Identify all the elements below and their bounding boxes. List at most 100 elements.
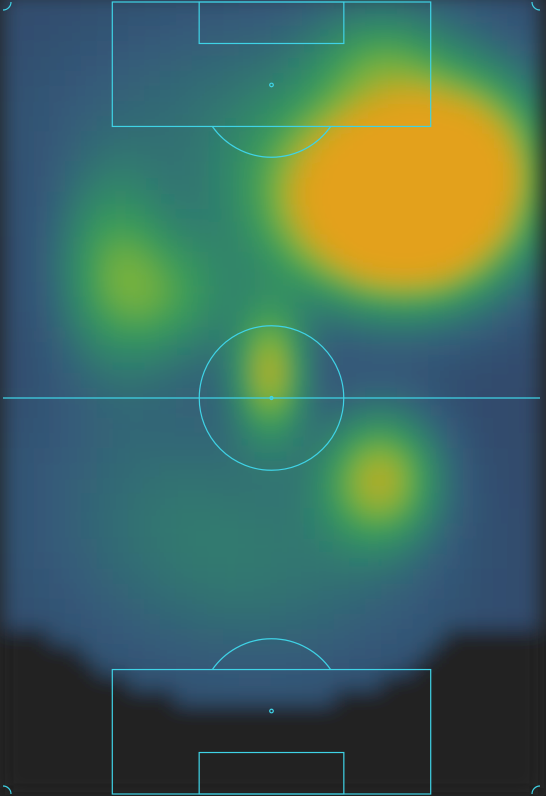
heatmap-cell <box>460 280 478 298</box>
heatmap-cell <box>317 53 336 71</box>
heatmap-cell <box>33 551 52 569</box>
heatmap-cell <box>254 581 273 599</box>
heatmap-cell <box>128 521 147 539</box>
heatmap-cell <box>428 672 447 690</box>
heatmap-cell <box>507 8 526 26</box>
heatmap-cell <box>460 702 478 720</box>
heatmap-cell <box>460 400 478 418</box>
heatmap-cell <box>460 99 478 117</box>
heatmap-cell <box>302 265 320 283</box>
heatmap-cell <box>128 476 147 494</box>
heatmap-cell <box>507 627 526 645</box>
heatmap-cell <box>96 159 115 177</box>
heatmap-cell <box>128 627 147 645</box>
heatmap-cell <box>207 506 226 524</box>
heatmap-cell <box>191 355 210 373</box>
heatmap-cell <box>460 295 478 313</box>
heatmap-cell <box>175 23 194 41</box>
heatmap-cell <box>254 506 273 524</box>
heatmap-cell <box>238 627 257 645</box>
heatmap-cell <box>112 627 131 645</box>
heatmap-cell <box>175 68 194 86</box>
heatmap-cell <box>270 234 289 252</box>
heatmap-cell <box>207 657 226 675</box>
heatmap-cell <box>17 476 36 494</box>
heatmap-cell <box>381 249 399 267</box>
heatmap-cell <box>80 732 99 750</box>
heatmap-cell <box>80 702 99 720</box>
heatmap-cell <box>460 68 478 86</box>
heatmap-cell <box>191 249 210 267</box>
heatmap-cell <box>159 249 178 267</box>
heatmap-cell <box>270 446 289 464</box>
heatmap-cell <box>491 446 510 464</box>
heatmap-cell <box>238 747 257 765</box>
heatmap-cell <box>2 506 20 524</box>
heatmap-cell <box>33 234 52 252</box>
heatmap-cell <box>49 68 68 86</box>
heatmap-cell <box>207 642 226 660</box>
heatmap-cell <box>17 717 36 735</box>
heatmap-cell <box>317 144 336 162</box>
heatmap-cell <box>523 777 541 795</box>
heatmap-cell <box>159 340 178 358</box>
heatmap-cell <box>444 672 463 690</box>
heatmap-cell <box>207 129 226 147</box>
heatmap-cell <box>302 672 320 690</box>
heatmap-cell <box>302 189 320 207</box>
heatmap-cell <box>444 611 463 630</box>
heatmap-cell <box>159 521 178 539</box>
heatmap-cell <box>460 581 478 599</box>
heatmap-cell <box>286 642 305 660</box>
heatmap-cell <box>128 642 147 660</box>
heatmap-cell <box>33 265 52 283</box>
heatmap-cell <box>365 234 384 252</box>
heatmap-cell <box>523 23 541 41</box>
heatmap-cell <box>33 280 52 298</box>
heatmap-cell <box>507 642 526 660</box>
heatmap-cell <box>65 642 83 660</box>
heatmap-cell <box>333 446 352 464</box>
heatmap-cell <box>317 99 336 117</box>
heatmap-cell <box>523 340 541 358</box>
heatmap-cell <box>238 521 257 539</box>
heatmap-cell <box>381 415 399 433</box>
heatmap-cell <box>412 0 431 11</box>
heatmap-cell <box>333 717 352 735</box>
heatmap-cell <box>333 129 352 147</box>
heatmap-cell <box>523 747 541 765</box>
heatmap-cell <box>491 566 510 584</box>
heatmap-cell <box>112 611 131 630</box>
heatmap-cell <box>2 129 20 147</box>
heatmap-cell <box>96 265 115 283</box>
heatmap-cell <box>286 566 305 584</box>
heatmap-cell <box>112 114 131 132</box>
heatmap-cell <box>302 280 320 298</box>
heatmap-cell <box>381 370 399 388</box>
heatmap-cell <box>491 114 510 132</box>
heatmap-cell <box>159 144 178 162</box>
heatmap-cell <box>17 581 36 599</box>
heatmap-cell <box>17 506 36 524</box>
heatmap-cell <box>159 491 178 509</box>
heatmap-cell <box>523 249 541 267</box>
heatmap-cell <box>270 355 289 373</box>
heatmap-cell <box>460 611 478 630</box>
heatmap-cell <box>396 159 415 177</box>
heatmap-cell <box>49 536 68 554</box>
heatmap-cell <box>396 370 415 388</box>
heatmap-cell <box>254 702 273 720</box>
heatmap-cell <box>333 68 352 86</box>
heatmap-cell <box>381 129 399 147</box>
heatmap-cell <box>175 717 194 735</box>
heatmap-cell <box>444 732 463 750</box>
heatmap-cell <box>49 83 68 102</box>
heatmap-cell <box>302 400 320 418</box>
heatmap-cell <box>396 8 415 26</box>
heatmap-cell <box>507 144 526 162</box>
heatmap-cell <box>491 777 510 795</box>
heatmap-cell <box>460 536 478 554</box>
heatmap-cell <box>444 234 463 252</box>
heatmap-cell <box>112 159 131 177</box>
heatmap-cell <box>144 491 162 509</box>
